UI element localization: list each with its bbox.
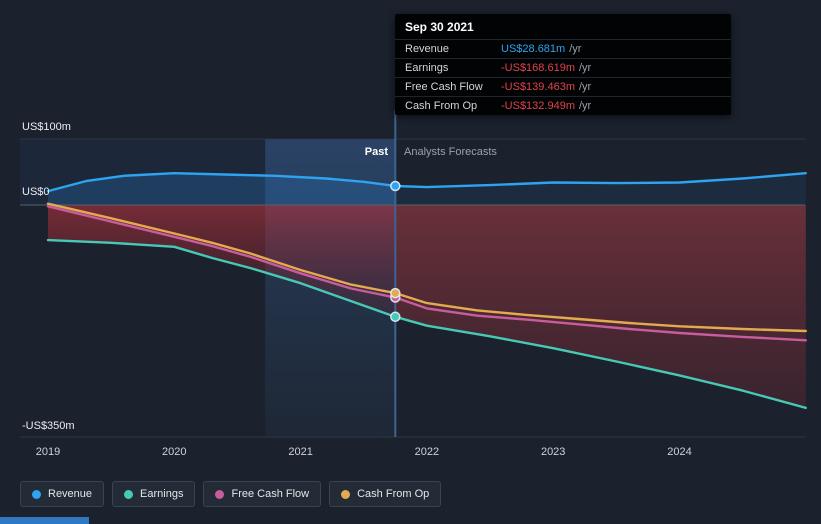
legend-color-dot — [341, 489, 351, 499]
tooltip-row-label: Revenue — [405, 43, 450, 55]
x-tick-2022: 2022 — [414, 446, 440, 458]
tooltip-row-value: -US$132.949m — [501, 100, 575, 112]
tooltip-row-value: US$28.681m — [501, 43, 566, 55]
tooltip-row: Earnings -US$168.619m/yr — [395, 58, 731, 77]
tooltip-rows: Revenue US$28.681m/yr Earnings -US$168.619m… — [395, 39, 731, 115]
y-axis-label-100m: US$100m — [22, 121, 71, 133]
tooltip-row-unit: /yr — [579, 81, 592, 93]
partial-bottom-element — [0, 517, 89, 524]
legend-color-dot — [124, 489, 134, 499]
tooltip-row-value: -US$168.619m — [501, 62, 575, 74]
tooltip-row-value: -US$139.463m — [501, 81, 575, 93]
x-tick-2024: 2024 — [667, 446, 692, 458]
legend: Revenue Earnings Free Cash Flow Cash From O… — [20, 481, 442, 507]
x-tick-2021: 2021 — [288, 446, 313, 458]
tooltip-row: Free Cash Flow -US$139.463m/yr — [395, 77, 731, 96]
legend-item-free-cash-flow[interactable]: Free Cash Flow — [203, 481, 322, 507]
tooltip-row: Cash From Op -US$132.949m/yr — [395, 96, 731, 115]
tooltip-row: Revenue US$28.681m/yr — [395, 39, 731, 58]
x-axis: 2019 2020 2021 2022 2023 2024 — [0, 446, 821, 462]
y-axis-label-0: US$0 — [22, 186, 50, 198]
tooltip-row-label: Cash From Op — [405, 100, 478, 112]
legend-label: Free Cash Flow — [231, 488, 310, 500]
y-axis-label-neg350m: -US$350m — [22, 420, 75, 432]
past-label: Past — [364, 146, 388, 158]
tooltip-row-unit: /yr — [569, 43, 582, 55]
tooltip-row-label: Free Cash Flow — [405, 81, 483, 93]
legend-color-dot — [32, 489, 41, 499]
legend-item-earnings[interactable]: Earnings — [112, 481, 196, 507]
x-tick-2020: 2020 — [162, 446, 187, 458]
legend-color-dot — [215, 489, 225, 499]
x-tick-2023: 2023 — [540, 446, 566, 458]
legend-label: Earnings — [140, 488, 184, 500]
chart-tooltip: Sep 30 2021 Revenue US$28.681m/yr Earnings… — [395, 14, 731, 115]
legend-item-revenue[interactable]: Revenue — [20, 481, 105, 507]
analysts-forecasts-label: Analysts Forecasts — [404, 146, 497, 158]
x-tick-2019: 2019 — [35, 446, 61, 458]
tooltip-row-label: Earnings — [405, 62, 449, 74]
tooltip-date: Sep 30 2021 — [405, 20, 474, 34]
legend-label: Cash From Op — [357, 488, 430, 500]
tooltip-row-unit: /yr — [579, 100, 592, 112]
tooltip-row-unit: /yr — [579, 62, 592, 74]
legend-label: Revenue — [48, 488, 93, 500]
legend-item-cash-from-op[interactable]: Cash From Op — [329, 481, 442, 507]
